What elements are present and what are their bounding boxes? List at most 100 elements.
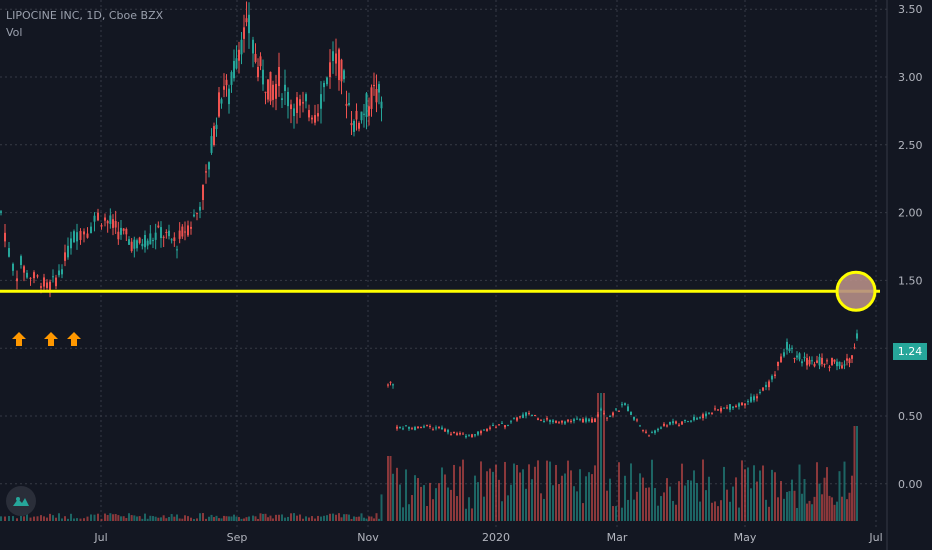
- chart-title: LIPOCINE INC, 1D, Cboe BZX: [6, 9, 164, 22]
- volume-bar: [771, 469, 773, 521]
- highlight-circle[interactable]: [835, 270, 877, 312]
- volume-bar: [196, 518, 198, 521]
- volume-bar: [117, 515, 120, 521]
- candle-body: [215, 124, 218, 130]
- candle-body: [46, 282, 48, 288]
- volume-bar: [170, 514, 173, 521]
- candle-body: [582, 419, 584, 423]
- candle-body: [281, 98, 283, 100]
- volume-bar: [738, 507, 740, 521]
- candle-body: [408, 426, 410, 429]
- candle-body: [220, 99, 223, 104]
- x-tick-label: Jul: [868, 531, 882, 544]
- candle-body: [417, 426, 419, 429]
- candle-body: [823, 363, 826, 365]
- volume-bar: [717, 506, 719, 521]
- candle-body: [429, 426, 431, 428]
- candle-body: [168, 230, 170, 237]
- volume-bar: [152, 516, 154, 521]
- volume-bar: [187, 516, 189, 521]
- volume-bar: [711, 502, 713, 521]
- volume-bar: [480, 461, 482, 521]
- candle-body: [456, 433, 458, 436]
- candle-body: [591, 418, 593, 423]
- candle-body: [26, 272, 28, 278]
- volume-bar: [215, 515, 218, 521]
- candle-body: [702, 414, 704, 419]
- volume-bar: [193, 518, 195, 521]
- candle-body: [305, 94, 307, 102]
- volume-bar: [750, 488, 752, 521]
- candle-body: [176, 249, 178, 251]
- candle-body: [600, 409, 602, 411]
- candle-body: [12, 263, 14, 271]
- candle-body: [507, 425, 509, 427]
- volume-bar: [851, 475, 853, 521]
- candle-body: [399, 426, 401, 428]
- candle-body: [675, 421, 677, 424]
- volume-bar: [345, 514, 348, 521]
- candle-body: [238, 49, 240, 61]
- volume-bar: [441, 467, 443, 521]
- tradingview-logo-icon[interactable]: [6, 486, 36, 516]
- volume-bar: [414, 475, 416, 521]
- volume-bar: [675, 504, 677, 521]
- candle-body: [561, 420, 563, 423]
- candle-body: [477, 431, 479, 435]
- volume-bar: [708, 476, 710, 521]
- volume-bar: [846, 499, 848, 521]
- candle-body: [52, 276, 54, 278]
- candle-body: [278, 67, 280, 87]
- candle-body: [570, 420, 572, 422]
- volume-bar: [184, 515, 186, 521]
- candle-body: [726, 407, 728, 409]
- candle-body: [43, 277, 45, 287]
- volume-bar: [836, 501, 838, 521]
- volume-bar: [678, 481, 680, 521]
- candle-body: [16, 278, 18, 282]
- volume-bar: [308, 517, 310, 521]
- volume-bar: [687, 479, 689, 521]
- volume-bar: [756, 481, 758, 521]
- volume-bar: [267, 517, 269, 521]
- candle-body: [205, 171, 207, 173]
- volume-bar: [696, 482, 698, 521]
- volume-bar: [663, 492, 665, 521]
- volume-bar: [157, 517, 160, 521]
- volume-bar: [0, 516, 2, 521]
- candle-body: [320, 94, 322, 109]
- candle-body: [314, 115, 316, 123]
- volume-bar: [338, 513, 340, 521]
- candle-body: [627, 406, 629, 412]
- candle-body: [162, 236, 165, 238]
- candle-body: [687, 421, 689, 423]
- volume-bar: [220, 518, 223, 521]
- volume-bar: [816, 462, 818, 521]
- candle-body: [453, 431, 455, 434]
- candle-body: [510, 421, 512, 423]
- volume-bar: [826, 467, 828, 521]
- volume-bar: [818, 483, 821, 521]
- candle-body: [343, 70, 345, 80]
- candle-body: [696, 418, 698, 420]
- volume-bar: [627, 499, 629, 521]
- candle-body: [235, 58, 238, 69]
- volume-bar: [378, 518, 380, 521]
- volume-bar: [210, 514, 213, 521]
- volume-bar: [714, 501, 716, 521]
- candle-body: [290, 104, 292, 110]
- candle-body: [531, 414, 533, 416]
- candle-body: [483, 429, 485, 431]
- candle-body: [181, 226, 184, 237]
- candle-body: [717, 409, 719, 411]
- volume-bar: [202, 513, 204, 521]
- candle-body: [373, 85, 375, 87]
- volume-bar: [783, 498, 785, 521]
- volume-bar: [181, 518, 184, 521]
- candle-body: [67, 245, 69, 258]
- volume-bar: [489, 468, 491, 521]
- volume-bar: [55, 517, 57, 521]
- volume-bar: [314, 518, 316, 521]
- candle-body: [165, 231, 168, 233]
